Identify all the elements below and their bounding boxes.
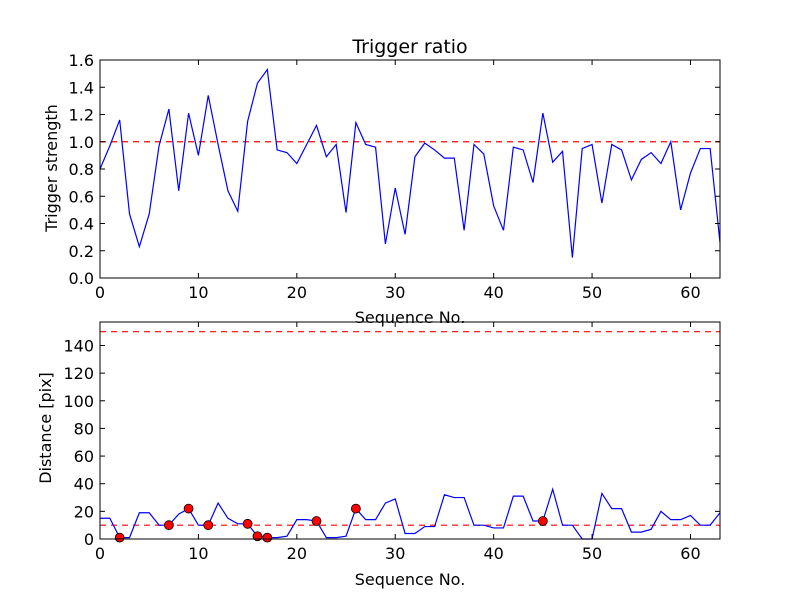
y-tick-label: 80: [74, 419, 94, 438]
y-tick-label: 1.6: [69, 51, 94, 70]
y-tick-label: 20: [74, 502, 94, 521]
y-tick-label: 0.2: [69, 242, 94, 261]
x-tick-label: 20: [287, 283, 307, 302]
x-tick-label: 20: [287, 544, 307, 563]
x-tick-label: 30: [385, 544, 405, 563]
y-axis-label: Trigger strength: [42, 104, 61, 233]
data-point: [183, 503, 194, 514]
data-point: [262, 532, 273, 543]
x-tick-label: 60: [680, 544, 700, 563]
y-axis-label: Distance [pix]: [36, 372, 55, 484]
data-point: [350, 503, 361, 514]
x-tick-label: 10: [188, 544, 208, 563]
y-tick-label: 1.0: [69, 133, 94, 152]
data-point: [203, 520, 214, 531]
y-tick-label: 1.2: [69, 106, 94, 125]
data-point: [114, 532, 125, 543]
x-tick-label: 0: [95, 283, 105, 302]
x-tick-label: 10: [188, 283, 208, 302]
x-tick-label: 50: [582, 544, 602, 563]
y-tick-label: 120: [63, 364, 94, 383]
data-point: [252, 531, 263, 542]
distance-panel: Sequence No. Distance [pix] 0 10 20 30 40 50 6…: [36, 321, 721, 589]
y-tick-label: 100: [63, 392, 94, 411]
y-tick-label: 0.4: [69, 215, 94, 234]
data-point: [311, 516, 322, 526]
y-tick-label: 1.4: [69, 78, 94, 97]
x-tick-label: 40: [483, 544, 503, 563]
y-tick-label: 0.8: [69, 160, 94, 179]
x-tick-label: 0: [95, 544, 105, 563]
y-tick-label: 40: [74, 475, 94, 494]
data-point: [242, 518, 253, 529]
y-tick-label: 0: [84, 530, 94, 549]
plot-frame: [99, 321, 721, 540]
y-tick-label: 0.0: [69, 269, 94, 288]
series-line: [100, 487, 721, 540]
data-point: [163, 520, 174, 531]
y-tick-label: 0.6: [69, 187, 94, 206]
x-tick-label: 50: [582, 283, 602, 302]
x-axis-label: Sequence No.: [355, 570, 466, 589]
y-tick-label: 60: [74, 447, 94, 466]
x-tick-label: 40: [483, 283, 503, 302]
x-tick-label: 30: [385, 283, 405, 302]
chart-title: Trigger ratio: [351, 36, 467, 58]
x-tick-label: 60: [680, 283, 700, 302]
trigger-ratio-panel: Trigger ratio Sequence No. Trigger stren…: [42, 36, 721, 327]
y-tick-label: 140: [63, 336, 94, 355]
series-line: [99, 67, 721, 258]
data-point: [537, 516, 548, 526]
x-axis-label: Sequence No.: [355, 308, 466, 327]
